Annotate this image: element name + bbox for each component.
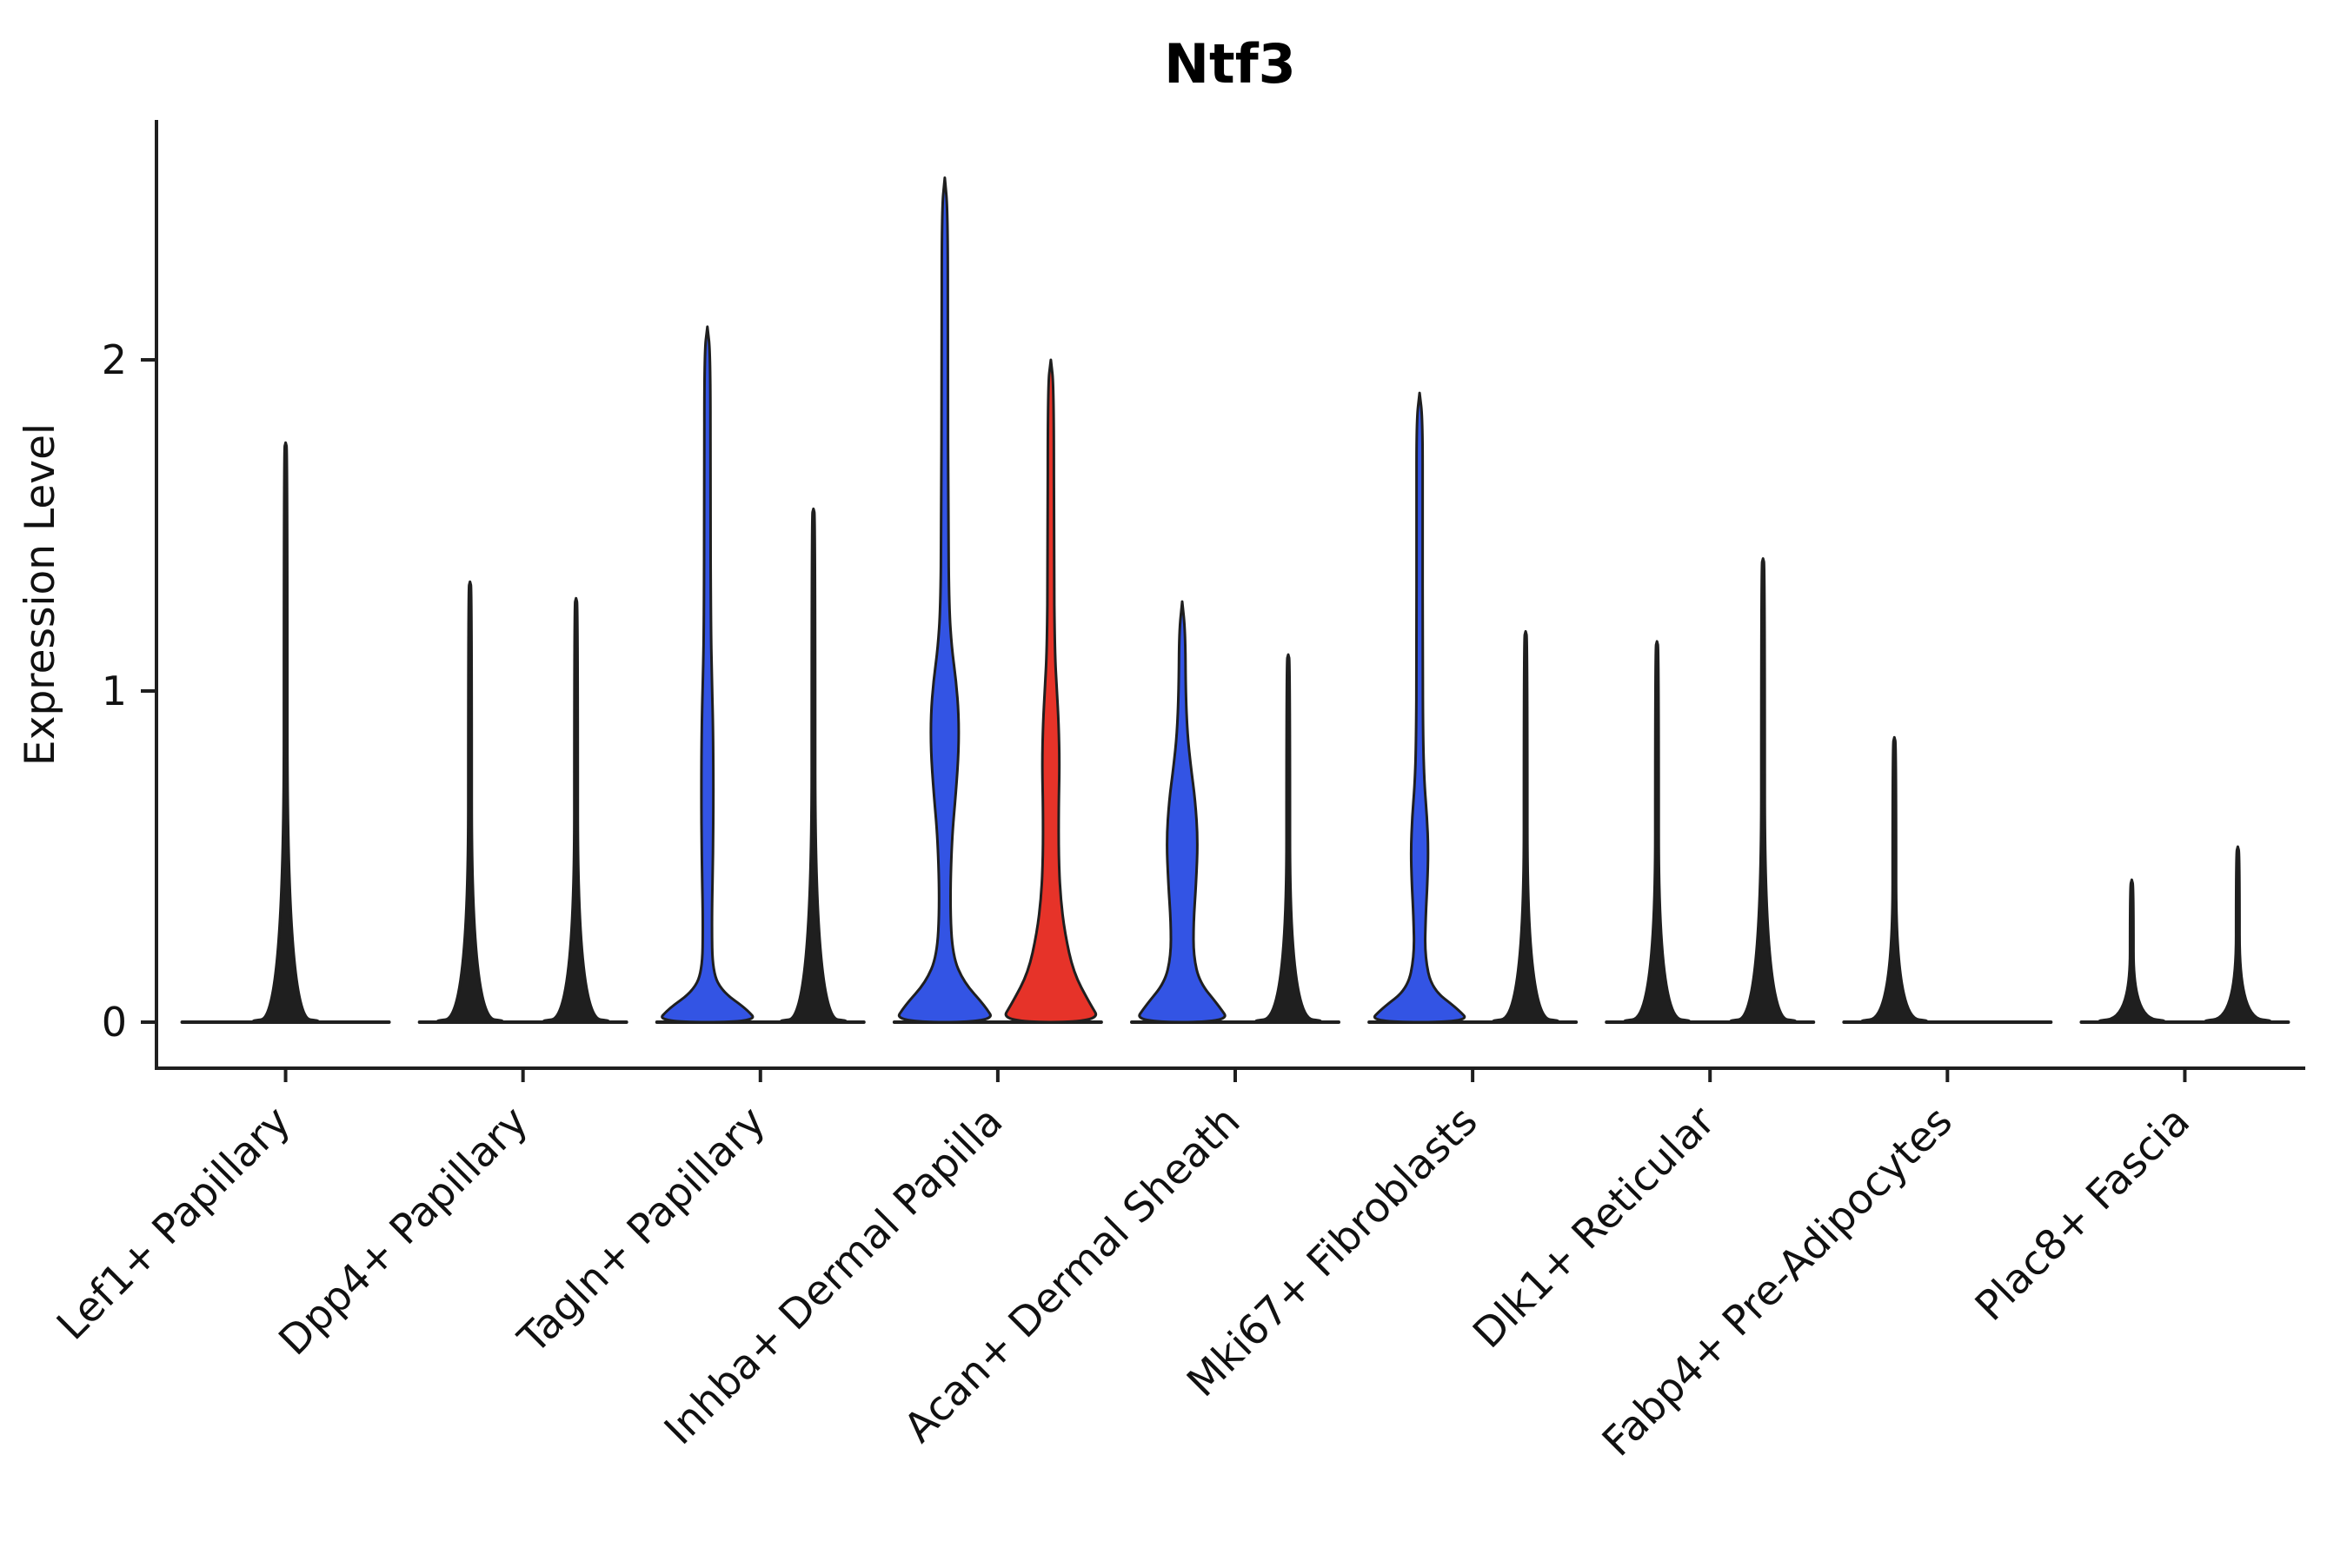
violin-plac8-left <box>2098 878 2165 1024</box>
y-tick-label: 0 <box>102 999 127 1046</box>
violin-acan-right <box>1254 653 1322 1024</box>
violin-tagln-right <box>780 507 848 1024</box>
violin-lef1 <box>252 441 320 1024</box>
chart-title: Ntf3 <box>1164 32 1296 96</box>
violin-fabp4-left <box>1860 735 1928 1024</box>
violin-dlk1-left <box>1623 640 1691 1024</box>
violin-mki67-right <box>1492 629 1559 1024</box>
violin-dlk1-right <box>1729 557 1797 1024</box>
violin-tagln-left <box>661 325 755 1024</box>
violin-mki67-left <box>1373 391 1466 1024</box>
y-tick-label: 2 <box>102 336 127 383</box>
y-tick-label: 1 <box>102 668 127 714</box>
violins-group <box>252 176 2271 1024</box>
y-axis-label: Expression Level <box>17 423 64 766</box>
violin-inhba-left <box>897 176 992 1024</box>
violin-dpp4-left <box>436 580 504 1024</box>
y-axis-ticks: 0 1 2 <box>102 336 156 1046</box>
violin-acan-left <box>1138 600 1227 1024</box>
violin-plac8-right <box>2204 845 2271 1024</box>
violin-inhba-right <box>1004 358 1098 1024</box>
violin-dpp4-right <box>542 596 610 1024</box>
